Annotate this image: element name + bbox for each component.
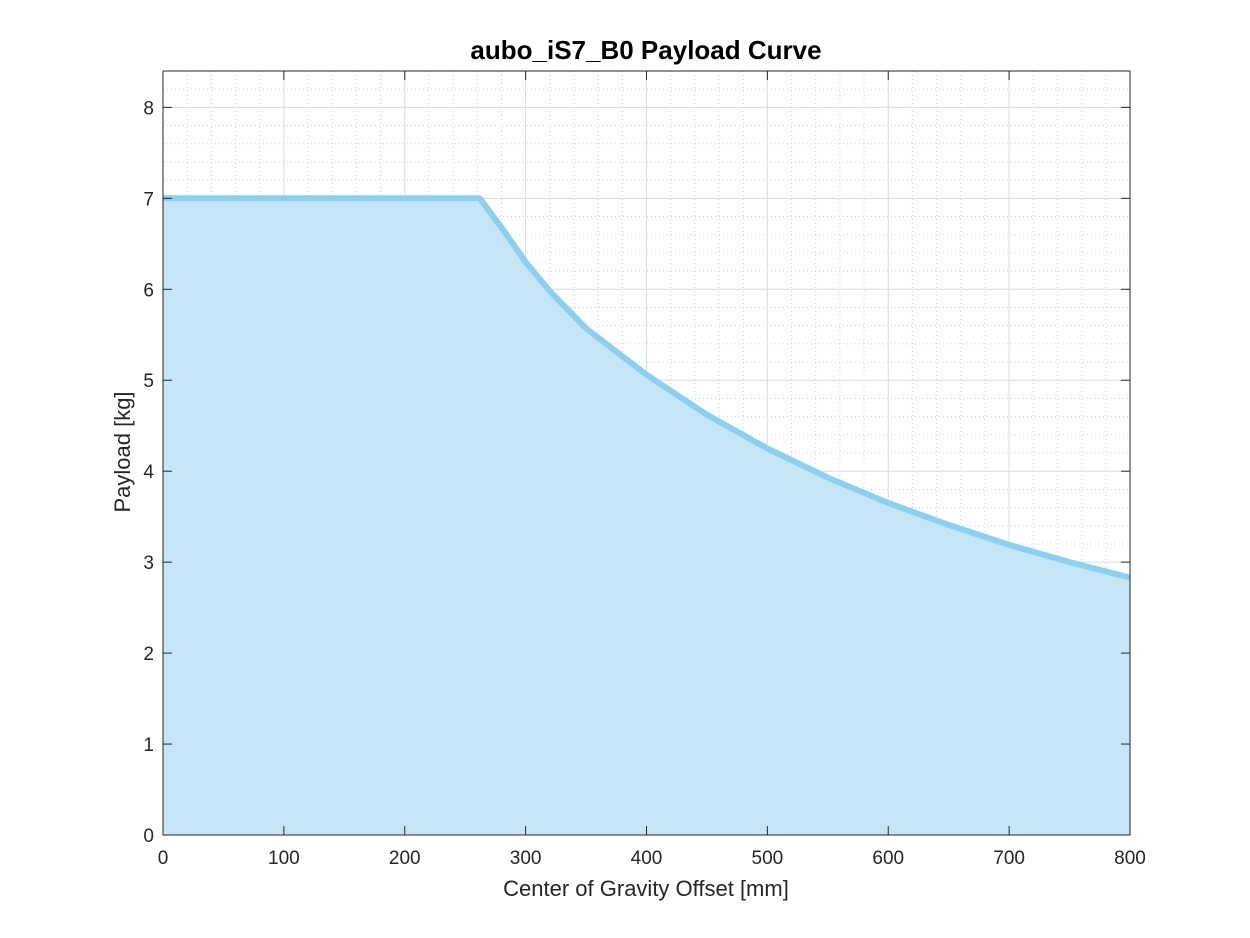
x-tick-label: 700 <box>993 848 1025 869</box>
x-tick-label: 500 <box>752 848 784 869</box>
x-tick-label: 0 <box>158 848 169 869</box>
y-tick-label: 8 <box>143 98 154 119</box>
x-axis-label: Center of Gravity Offset [mm] <box>503 876 789 901</box>
y-axis-ticks: 0 1 2 3 4 5 6 7 8 <box>143 98 1130 847</box>
payload-area-fill <box>163 198 1130 836</box>
x-tick-label: 300 <box>510 848 542 869</box>
y-tick-label: 3 <box>143 553 154 574</box>
y-tick-label: 7 <box>143 189 154 210</box>
y-tick-label: 5 <box>143 371 154 392</box>
x-axis-ticks: 0 100 200 300 400 500 600 700 800 <box>158 71 1146 869</box>
x-tick-label: 400 <box>631 848 663 869</box>
y-tick-label: 1 <box>143 735 154 756</box>
y-tick-label: 2 <box>143 644 154 665</box>
x-tick-label: 200 <box>389 848 421 869</box>
chart-title: aubo_iS7_B0 Payload Curve <box>470 35 821 65</box>
payload-curve-line <box>163 195 1131 581</box>
x-tick-label: 600 <box>872 848 904 869</box>
y-axis-label: Payload [kg] <box>110 391 135 512</box>
x-tick-label: 100 <box>268 848 300 869</box>
y-tick-label: 4 <box>143 462 154 483</box>
x-tick-label: 800 <box>1114 848 1146 869</box>
y-tick-label: 0 <box>143 826 154 847</box>
y-tick-label: 6 <box>143 280 154 301</box>
